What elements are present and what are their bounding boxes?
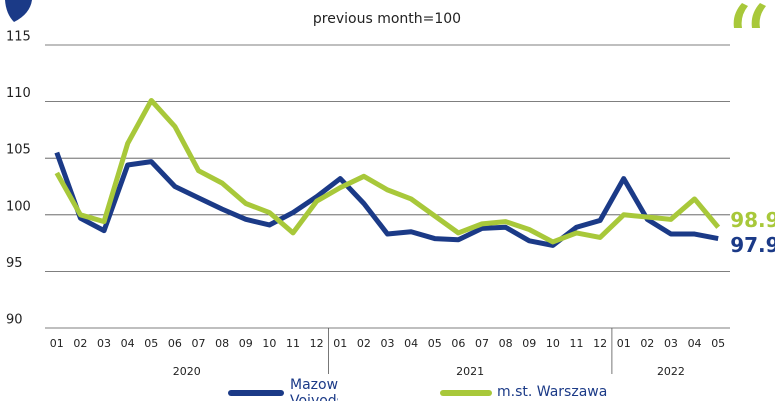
y-tick-label: 90 <box>6 313 23 328</box>
y-tick-label: 95 <box>6 256 23 271</box>
y-tick-label: 105 <box>6 143 31 158</box>
x-tick-label: 07 <box>192 337 206 350</box>
legend-swatch <box>440 390 492 396</box>
quote-mark-decoration <box>733 3 766 28</box>
x-tick-label: 08 <box>215 337 229 350</box>
x-tick-label: 04 <box>121 337 135 350</box>
legend-item: Mazowieckie Voivodship <box>228 377 338 401</box>
x-tick-label: 09 <box>239 337 253 350</box>
x-group-label: 2020 <box>173 365 201 378</box>
x-tick-label: 03 <box>97 337 111 350</box>
chart-subtitle: previous month=100 <box>313 11 461 27</box>
x-tick-label: 04 <box>688 337 702 350</box>
x-tick-label: 05 <box>711 337 725 350</box>
x-tick-label: 02 <box>640 337 654 350</box>
series-line <box>54 151 719 248</box>
x-group-label: 2021 <box>456 365 484 378</box>
y-tick-label: 115 <box>6 30 31 45</box>
y-tick-label: 100 <box>6 199 31 214</box>
x-tick-label: 11 <box>569 337 583 350</box>
x-tick-label: 07 <box>475 337 489 350</box>
x-group-label: 2022 <box>657 365 685 378</box>
x-tick-label: 12 <box>593 337 607 350</box>
legend-label: Mazowieckie Voivodship <box>290 377 338 401</box>
x-tick-label: 06 <box>451 337 465 350</box>
x-tick-label: 03 <box>381 337 395 350</box>
x-tick-label: 12 <box>310 337 324 350</box>
legend-label: m.st. Warszawa <box>497 384 608 400</box>
x-tick-label: 01 <box>50 337 64 350</box>
x-tick-label: 01 <box>333 337 347 350</box>
legend-swatch <box>228 390 284 396</box>
y-tick-label: 110 <box>6 86 31 101</box>
x-tick-label: 01 <box>617 337 631 350</box>
x-tick-label: 05 <box>144 337 158 350</box>
end-value-label: 97.9 <box>730 233 775 257</box>
end-value-label: 98.9 <box>730 208 775 232</box>
x-tick-label: 05 <box>428 337 442 350</box>
series-line <box>54 97 721 245</box>
x-tick-label: 09 <box>522 337 536 350</box>
x-tick-label: 10 <box>262 337 276 350</box>
x-tick-label: 11 <box>286 337 300 350</box>
x-tick-label: 04 <box>404 337 418 350</box>
quote-mark-decoration <box>5 0 32 22</box>
x-tick-label: 10 <box>546 337 560 350</box>
legend-item: m.st. Warszawa <box>440 384 620 401</box>
x-tick-label: 08 <box>499 337 513 350</box>
x-tick-label: 02 <box>357 337 371 350</box>
x-tick-label: 03 <box>664 337 678 350</box>
x-tick-label: 06 <box>168 337 182 350</box>
x-tick-label: 02 <box>73 337 87 350</box>
